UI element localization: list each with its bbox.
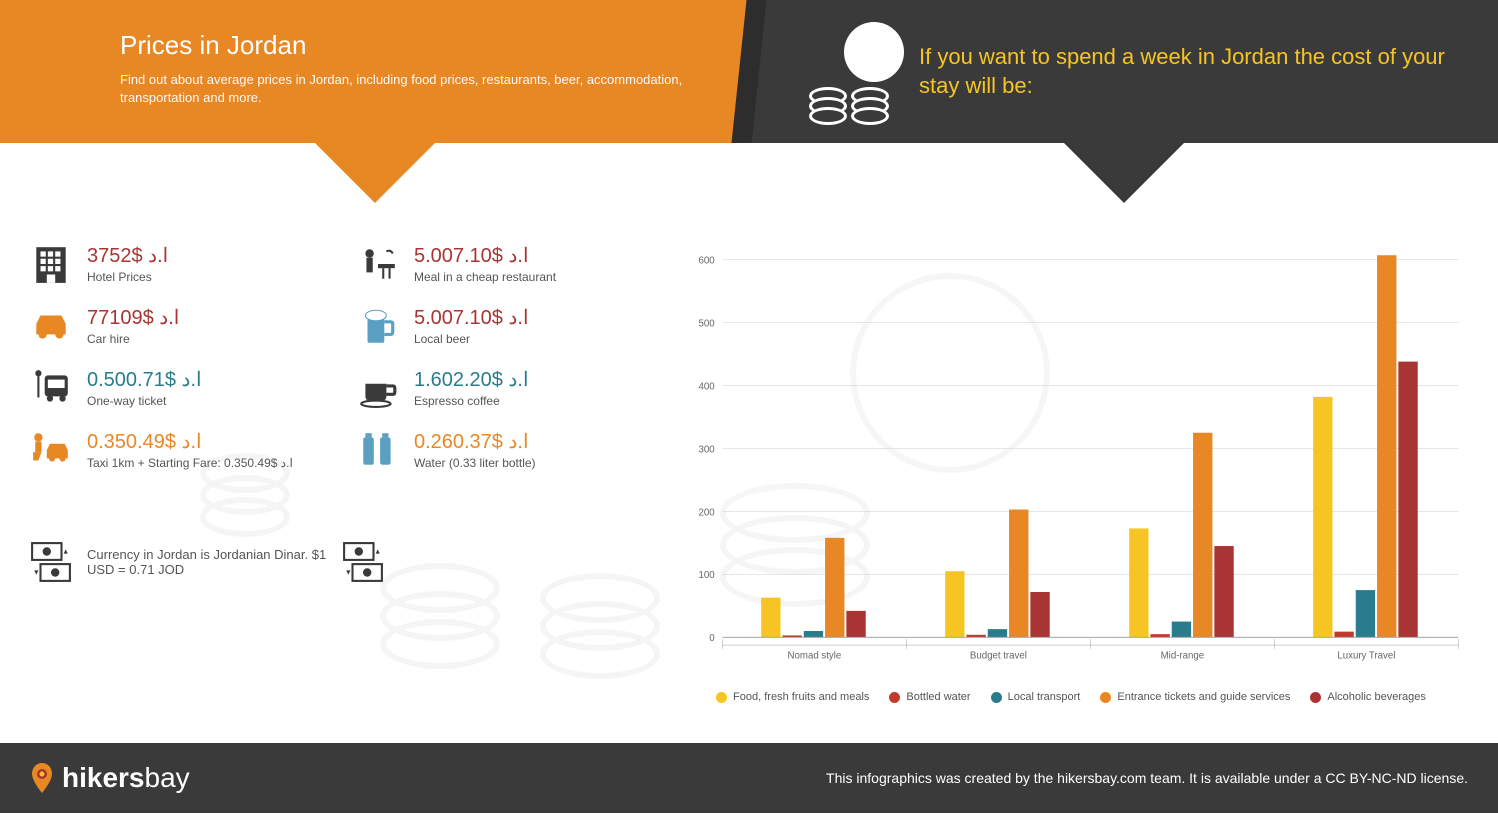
price-value: 0.500.71$ ا.د [87,367,327,392]
price-value: 77109$ ا.د [87,305,327,330]
taxi-icon [30,429,72,471]
price-item: 77109$ ا.د Car hire [30,305,327,347]
legend-item: Local transport [991,691,1081,703]
header: Prices in Jordan Find out about average … [0,0,1498,143]
page-title: Prices in Jordan [120,30,709,61]
price-label: Water (0.33 liter bottle) [414,456,654,470]
svg-text:300: 300 [698,444,714,455]
price-value: 0.260.37$ ا.د [414,429,654,454]
map-pin-icon [30,763,54,793]
price-value: 0.350.49$ ا.د [87,429,327,454]
header-right-panel: If you want to spend a week in Jordan th… [749,0,1498,143]
price-item: 0.500.71$ ا.د One-way ticket [30,367,327,409]
price-item: 0.260.37$ ا.د Water (0.33 liter bottle) [357,429,654,471]
meal-icon [357,243,399,285]
hotel-icon [30,243,72,285]
bus-icon [30,367,72,409]
money-exchange-icon [30,541,72,583]
price-label: Meal in a cheap restaurant [414,270,654,284]
legend-item: Food, fresh fruits and meals [716,691,869,703]
price-value: 5.007.10$ ا.د [414,243,654,268]
legend-item: Alcoholic beverages [1310,691,1425,703]
money-exchange-icon [342,541,384,583]
price-label: Local beer [414,332,654,346]
chart-panel: 0 100 200 300 400 500 600 Nomad style Budget tra… [674,243,1468,703]
chart-legend: Food, fresh fruits and meals Bottled wate… [674,691,1468,703]
price-value: 3752$ ا.د [87,243,327,268]
svg-text:100: 100 [698,570,714,581]
cost-heading: If you want to spend a week in Jordan th… [919,43,1458,100]
svg-text:Nomad style: Nomad style [787,651,841,662]
water-icon [357,429,399,471]
price-label: Espresso coffee [414,394,654,408]
price-label: Hotel Prices [87,270,327,284]
header-left-panel: Prices in Jordan Find out about average … [0,0,749,143]
car-icon [30,305,72,347]
svg-text:Luxury Travel: Luxury Travel [1337,651,1395,662]
svg-text:600: 600 [698,256,714,267]
legend-item: Bottled water [889,691,970,703]
legend-item: Entrance tickets and guide services [1100,691,1290,703]
beer-icon [357,305,399,347]
svg-text:Mid-range: Mid-range [1161,651,1205,662]
price-label: One-way ticket [87,394,327,408]
svg-text:Budget travel: Budget travel [970,651,1027,662]
footer-credit: This infographics was created by the hik… [826,770,1468,786]
logo-text: hikersbay [62,762,190,794]
svg-text:0: 0 [709,633,714,644]
svg-text:500: 500 [698,318,714,329]
coffee-icon [357,367,399,409]
currency-note: Currency in Jordan is Jordanian Dinar. $… [87,547,327,577]
price-item: 1.602.20$ ا.د Espresso coffee [357,367,654,409]
price-label: Car hire [87,332,327,346]
content-area: 3752$ ا.د Hotel Prices 5.007.10$ ا.د Mea… [0,143,1498,743]
price-item: 5.007.10$ ا.د Meal in a cheap restaurant [357,243,654,285]
price-item: 5.007.10$ ا.د Local beer [357,305,654,347]
footer: hikersbay This infographics was created … [0,743,1498,813]
cost-chart: 0 100 200 300 400 500 600 Nomad style Budget tra… [674,243,1468,683]
coins-icon [809,27,899,117]
svg-text:200: 200 [698,507,714,518]
price-value: 5.007.10$ ا.د [414,305,654,330]
price-value: 1.602.20$ ا.د [414,367,654,392]
price-item: 3752$ ا.د Hotel Prices [30,243,327,285]
logo: hikersbay [30,762,190,794]
svg-text:400: 400 [698,381,714,392]
page-subtitle: Find out about average prices in Jordan,… [120,71,709,107]
